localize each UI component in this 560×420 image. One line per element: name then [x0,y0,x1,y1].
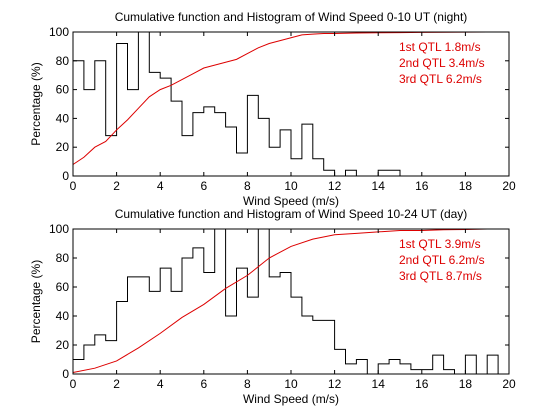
y-tick-label: 80 [56,54,70,68]
x-tick-label: 12 [328,179,342,193]
x-tick-label: 10 [284,179,298,193]
x-tick-label: 20 [502,179,516,193]
quartile-annotation-3: 3rd QTL 6.2m/s [399,72,482,86]
cumulative-line [72,228,509,374]
quartile-annotation-2: 2nd QTL 6.2m/s [399,253,485,267]
x-tick-label: 8 [244,377,251,391]
y-axis-label: Percentage (%) [29,62,43,145]
y-tick-label: 40 [56,111,70,125]
x-tick-label: 4 [157,179,164,193]
y-tick-label: 0 [62,367,69,381]
y-tick-label: 40 [56,309,70,323]
y-tick-label: 60 [56,280,70,294]
y-axis-label: Percentage (%) [29,260,43,343]
x-tick-label: 8 [244,179,251,193]
histogram-line [72,228,509,375]
chart-panel-2: 0 2 4 6 8 10 12 14 16 18 20 0 20 40 60 80 100 Cumulative … [29,207,516,406]
x-tick-label: 14 [372,179,386,193]
quartile-annotation-3: 3rd QTL 8.7m/s [399,269,482,283]
histogram-line [72,31,509,177]
chart-panel-1: 0 2 4 6 8 10 12 14 16 18 20 0 20 40 60 80 100 Cumulative … [29,10,516,208]
quartile-annotation-1: 1st QTL 1.8m/s [399,40,481,54]
y-tick-label: 100 [49,222,69,236]
x-tick-label: 14 [372,377,386,391]
x-tick-label: 20 [502,377,516,391]
y-tick-label: 20 [56,338,70,352]
y-tick-label: 60 [56,83,70,97]
x-tick-label: 0 [70,377,77,391]
cumulative-line [72,31,509,165]
x-tick-label: 6 [200,377,207,391]
x-tick-label: 16 [415,377,429,391]
x-tick-label: 10 [284,377,298,391]
x-tick-label: 12 [328,377,342,391]
plot-area [73,229,509,374]
x-axis-label: Wind Speed (m/s) [243,194,339,208]
x-tick-label: 4 [157,377,164,391]
x-tick-label: 2 [113,377,120,391]
x-tick-label: 6 [200,179,207,193]
x-tick-label: 18 [459,179,473,193]
y-tick-label: 0 [62,169,69,183]
y-tick-label: 20 [56,140,70,154]
x-tick-label: 16 [415,179,429,193]
quartile-annotation-2: 2nd QTL 3.4m/s [399,56,485,70]
x-axis-label: Wind Speed (m/s) [243,392,339,406]
chart-title: Cumulative function and Histogram of Win… [115,207,468,221]
y-tick-label: 100 [49,25,69,39]
x-tick-label: 18 [459,377,473,391]
chart-title: Cumulative function and Histogram of Win… [115,10,468,24]
y-tick-label: 80 [56,251,70,265]
x-tick-label: 2 [113,179,120,193]
quartile-annotation-1: 1st QTL 3.9m/s [399,237,481,251]
x-tick-label: 0 [70,179,77,193]
